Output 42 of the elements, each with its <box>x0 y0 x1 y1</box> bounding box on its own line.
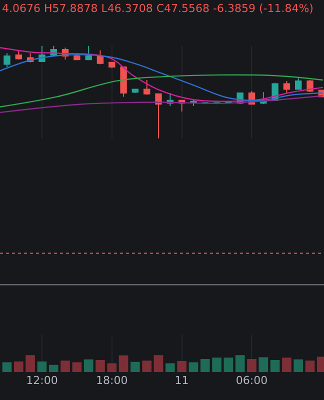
bar <box>305 360 315 372</box>
bar <box>26 355 35 372</box>
candlestick <box>74 52 80 60</box>
candlestick <box>108 62 116 68</box>
bar <box>166 363 175 372</box>
bar <box>37 362 47 372</box>
bar <box>96 360 105 372</box>
text: 4.0676 H57.8878 L46.3708 C47.5568 -6.3859 (-11.84%) <box>2 2 314 15</box>
bar <box>14 362 24 372</box>
bar <box>258 357 268 372</box>
bar <box>84 359 94 372</box>
bar <box>154 355 164 372</box>
bar <box>2 362 12 372</box>
x-tick-label: 18:00 <box>96 374 128 387</box>
bar <box>72 362 82 372</box>
bar <box>294 359 304 372</box>
bar <box>247 358 256 372</box>
candlestick <box>15 50 22 60</box>
bar <box>48 364 58 372</box>
x-tick-label: 12:00 <box>26 374 58 387</box>
candlestick <box>85 46 92 60</box>
bar <box>60 360 70 372</box>
bar <box>235 355 245 372</box>
candlestick <box>4 52 10 68</box>
bar <box>282 358 292 372</box>
bar <box>177 361 186 372</box>
bar <box>118 355 128 372</box>
bar <box>107 363 117 372</box>
bar <box>188 362 198 372</box>
candlestick <box>143 80 150 96</box>
candlestick <box>155 93 162 138</box>
x-tick-label: 06:00 <box>236 374 268 387</box>
bar <box>142 360 152 372</box>
bar <box>224 358 234 372</box>
bar <box>270 360 280 372</box>
x-tick-label: 11 <box>174 374 189 387</box>
candlestick <box>120 66 127 98</box>
candlestick <box>295 76 302 90</box>
bar <box>130 362 140 372</box>
bar <box>212 358 222 372</box>
candlestick <box>283 80 290 94</box>
bar <box>200 358 210 372</box>
